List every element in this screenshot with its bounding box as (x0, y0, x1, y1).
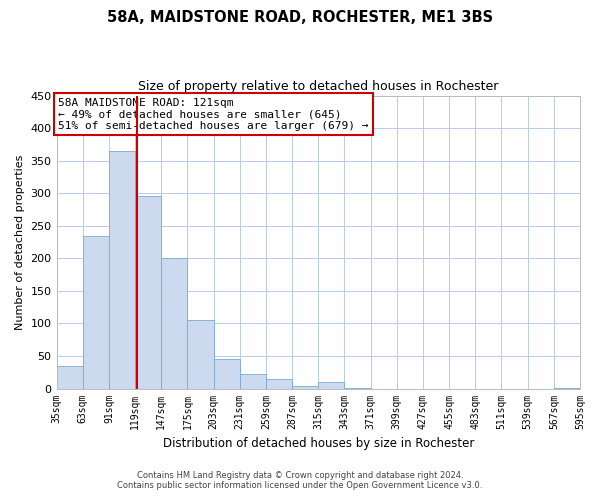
Bar (214, 360, 240, 388)
Bar (161, 258, 187, 388)
Bar (292, 386, 318, 388)
Text: Contains HM Land Registry data © Crown copyright and database right 2024.
Contai: Contains HM Land Registry data © Crown c… (118, 470, 482, 490)
Bar (135, 196, 161, 388)
Bar (240, 374, 266, 388)
Text: 58A, MAIDSTONE ROAD, ROCHESTER, ME1 3BS: 58A, MAIDSTONE ROAD, ROCHESTER, ME1 3BS (107, 10, 493, 25)
Bar (109, 151, 135, 388)
Title: Size of property relative to detached houses in Rochester: Size of property relative to detached ho… (138, 80, 499, 93)
Bar (266, 379, 292, 388)
Bar (56, 366, 83, 388)
Bar (318, 382, 344, 388)
Y-axis label: Number of detached properties: Number of detached properties (15, 154, 25, 330)
Bar (187, 320, 214, 388)
Bar (83, 236, 109, 388)
Text: 58A MAIDSTONE ROAD: 121sqm
← 49% of detached houses are smaller (645)
51% of sem: 58A MAIDSTONE ROAD: 121sqm ← 49% of deta… (58, 98, 369, 130)
X-axis label: Distribution of detached houses by size in Rochester: Distribution of detached houses by size … (163, 437, 474, 450)
